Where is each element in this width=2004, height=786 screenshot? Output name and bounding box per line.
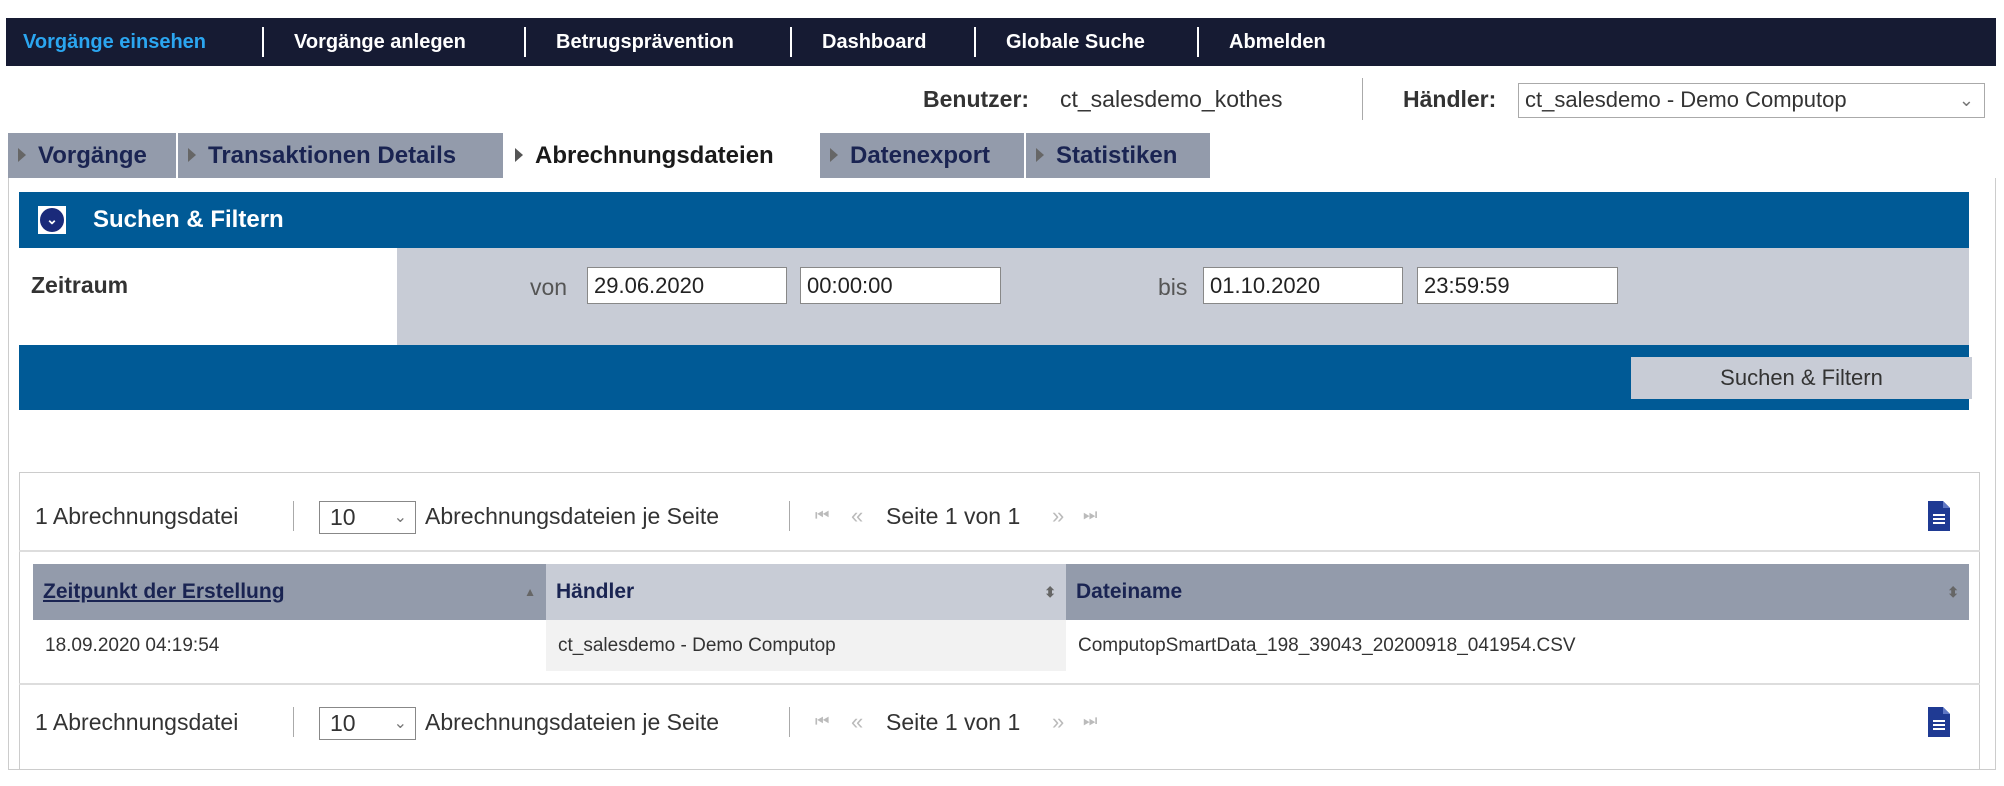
filter-title: Suchen & Filtern	[93, 206, 284, 233]
chevron-down-icon: ⌄	[1958, 90, 1974, 110]
prev-page-icon[interactable]: «	[851, 709, 863, 734]
nav-betrugspraevention[interactable]: Betrugsprävention	[556, 31, 734, 53]
next-page-icon[interactable]: »	[1052, 503, 1064, 528]
merchant-select-value: ct_salesdemo - Demo Computop	[1525, 87, 1847, 112]
user-value: ct_salesdemo_kothes	[1060, 86, 1283, 112]
triangle-right-icon	[830, 147, 838, 162]
document-icon[interactable]	[1928, 707, 1950, 737]
per-page-value: 10	[330, 710, 356, 736]
nav-abmelden[interactable]: Abmelden	[1229, 31, 1326, 53]
tab-label: Datenexport	[850, 142, 991, 169]
divider	[789, 707, 790, 737]
column-label: Zeitpunkt der Erstellung	[43, 580, 285, 603]
merchant-label: Händler:	[1403, 86, 1497, 112]
column-label: Dateiname	[1076, 580, 1183, 603]
pager-bottom: 1 Abrechnungsdatei 10 ⌄ Abrechnungsdateie…	[19, 692, 1980, 752]
nav-separator	[262, 27, 264, 57]
sort-icon: ⬍	[1044, 584, 1056, 600]
user-label: Benutzer:	[923, 86, 1030, 112]
tab-abrechnungsdateien[interactable]: Abrechnungsdateien	[505, 133, 820, 178]
cell-dateiname[interactable]: ComputopSmartData_198_39043_20200918_041…	[1078, 635, 1576, 656]
chevron-down-icon: ⌄	[393, 509, 407, 526]
column-header-dateiname[interactable]: Dateiname ⬍	[1066, 564, 1969, 620]
prev-page-icon[interactable]: «	[851, 503, 863, 528]
von-label: von	[530, 274, 568, 300]
column-header-haendler[interactable]: Händler ⬍	[546, 564, 1066, 620]
chevron-down-icon: ⌄	[393, 715, 407, 732]
filter-footer: Suchen & Filtern	[19, 345, 1972, 410]
tab-vorgaenge[interactable]: Vorgänge	[8, 133, 178, 178]
nav-separator	[790, 27, 792, 57]
triangle-right-icon	[18, 147, 26, 162]
per-page-label: Abrechnungsdateien je Seite	[425, 709, 720, 735]
tab-statistiken[interactable]: Statistiken	[1026, 133, 1212, 178]
search-filter-button[interactable]: Suchen & Filtern	[1631, 357, 1972, 399]
triangle-right-icon	[1036, 147, 1044, 162]
first-page-icon[interactable]: ⏮	[815, 507, 830, 524]
divider	[1362, 78, 1363, 120]
triangle-right-icon	[515, 147, 523, 162]
sort-asc-icon: ▲	[524, 585, 536, 599]
per-page-label: Abrechnungsdateien je Seite	[425, 503, 720, 529]
page-indicator: Seite 1 von 1	[886, 503, 1021, 529]
bis-date-input[interactable]: 01.10.2020	[1203, 267, 1403, 304]
nav-dashboard[interactable]: Dashboard	[822, 31, 927, 53]
sort-icon: ⬍	[1947, 584, 1959, 600]
tab-label: Transaktionen Details	[208, 142, 457, 169]
last-page-icon[interactable]: ⏭	[1083, 507, 1098, 524]
nav-separator	[974, 27, 976, 57]
zeitraum-label: Zeitraum	[31, 272, 129, 298]
per-page-select[interactable]: 10 ⌄	[319, 707, 416, 740]
chevron-down-circle-icon[interactable]: ⌄	[38, 206, 66, 234]
nav-vorgaenge-anlegen[interactable]: Vorgänge anlegen	[294, 31, 466, 53]
first-page-icon[interactable]: ⏮	[815, 713, 830, 730]
cell-haendler: ct_salesdemo - Demo Computop	[546, 620, 1066, 671]
von-date-input[interactable]: 29.06.2020	[587, 267, 787, 304]
next-page-icon[interactable]: »	[1052, 709, 1064, 734]
per-page-select[interactable]: 10 ⌄	[319, 501, 416, 534]
triangle-right-icon	[188, 147, 196, 162]
tab-datenexport[interactable]: Datenexport	[820, 133, 1026, 178]
divider	[19, 550, 1980, 552]
von-time-input[interactable]: 00:00:00	[800, 267, 1001, 304]
tab-transaktionen-details[interactable]: Transaktionen Details	[178, 133, 505, 178]
column-label: Händler	[556, 580, 635, 603]
pager-top: 1 Abrechnungsdatei 10 ⌄ Abrechnungsdateie…	[19, 486, 1980, 546]
tab-label: Abrechnungsdateien	[535, 142, 774, 169]
nav-globale-suche[interactable]: Globale Suche	[1006, 31, 1145, 53]
bis-label: bis	[1158, 274, 1188, 300]
divider	[293, 707, 294, 737]
nav-separator	[1197, 27, 1199, 57]
result-count: 1 Abrechnungsdatei	[35, 503, 239, 529]
nav-separator	[524, 27, 526, 57]
divider	[789, 501, 790, 531]
cell-zeitpunkt: 18.09.2020 04:19:54	[45, 635, 220, 656]
divider	[293, 501, 294, 531]
result-count: 1 Abrechnungsdatei	[35, 709, 239, 735]
bis-time-input[interactable]: 23:59:59	[1417, 267, 1618, 304]
tab-label: Vorgänge	[38, 142, 147, 169]
divider	[19, 683, 1980, 685]
tab-label: Statistiken	[1056, 142, 1178, 169]
top-nav: Vorgänge einsehen Vorgänge anlegen Betru…	[6, 18, 1996, 66]
column-header-zeitpunkt[interactable]: Zeitpunkt der Erstellung ▲	[33, 564, 546, 620]
results-panel	[19, 472, 1980, 770]
page-indicator: Seite 1 von 1	[886, 709, 1021, 735]
filter-header[interactable]: ⌄ Suchen & Filtern	[19, 192, 1969, 248]
last-page-icon[interactable]: ⏭	[1083, 713, 1098, 730]
merchant-select[interactable]: ct_salesdemo - Demo Computop ⌄	[1518, 83, 1985, 118]
nav-vorgaenge-einsehen[interactable]: Vorgänge einsehen	[23, 31, 207, 53]
per-page-value: 10	[330, 504, 356, 530]
document-icon[interactable]	[1928, 501, 1950, 531]
